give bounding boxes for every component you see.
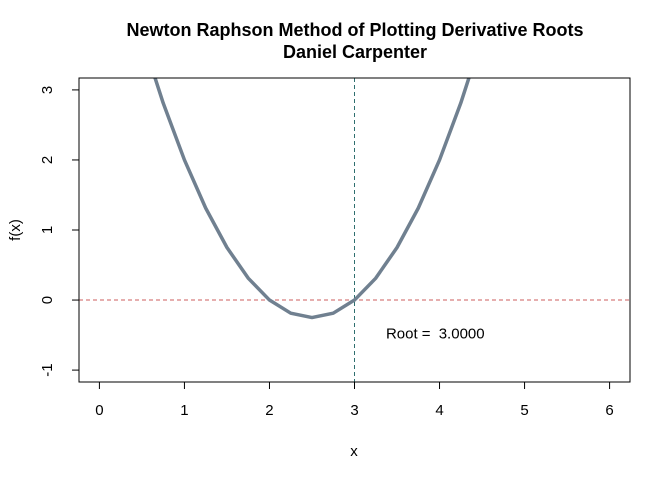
function-curve [153,78,471,320]
y-tick-label: 1 [39,226,56,234]
root-label: Root = [386,326,435,343]
x-axis-label: x [350,443,358,460]
chart-title: Newton Raphson Method of Plotting Deriva… [126,20,583,40]
y-tick-label: 0 [39,296,56,304]
x-tick-label: 1 [180,402,188,419]
y-axis: -1 0 1 2 3 [39,86,80,377]
x-tick-label: 4 [435,402,443,419]
x-axis: 0 1 2 3 4 5 6 [95,381,614,419]
x-tick-label: 3 [350,402,358,419]
y-tick-label: 2 [39,156,56,164]
x-tick-label: 5 [520,402,528,419]
y-tick-label: 3 [39,86,56,94]
x-tick-label: 2 [265,402,273,419]
y-axis-label: f(x) [7,219,24,241]
root-annotation: Root = 3.0000 [386,326,485,343]
y-tick-label: -1 [39,363,56,376]
plot-area [79,78,630,382]
x-tick-label: 0 [95,402,103,419]
chart-subtitle: Daniel Carpenter [283,42,427,62]
root-value: 3.0000 [439,326,485,343]
x-tick-label: 6 [605,402,613,419]
